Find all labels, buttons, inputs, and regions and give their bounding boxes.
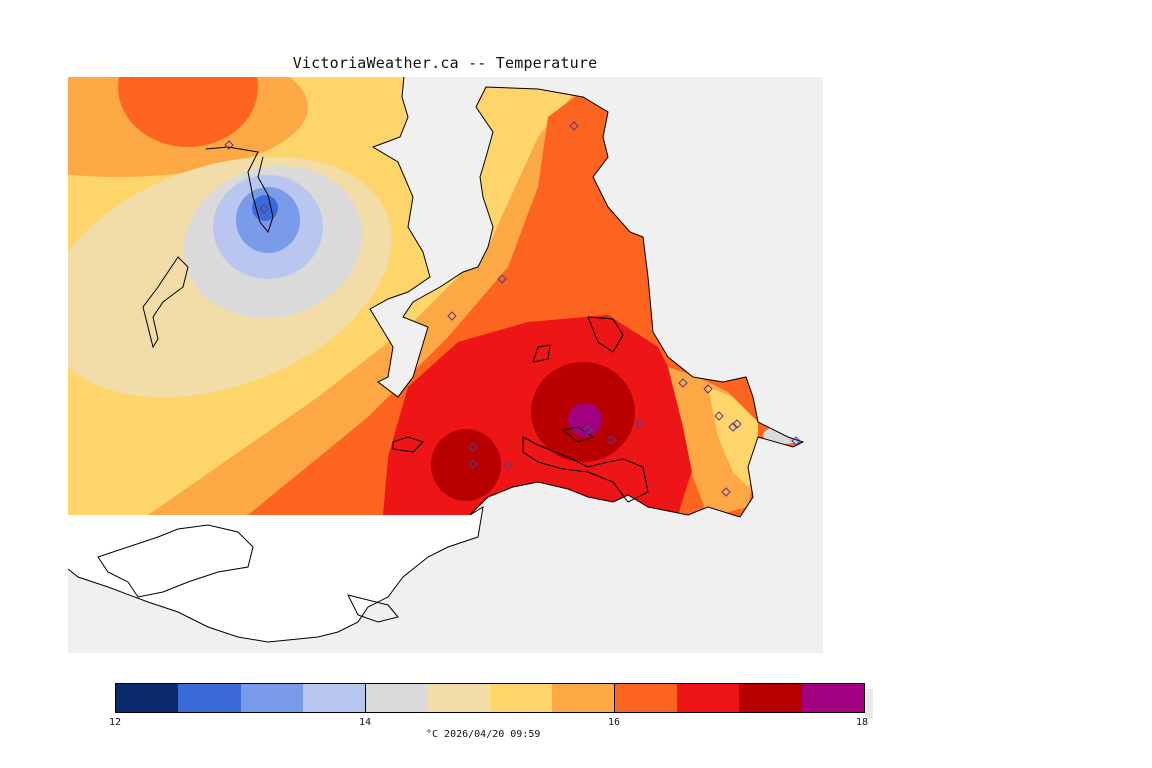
legend-swatch	[427, 684, 490, 712]
map-title: VictoriaWeather.ca -- Temperature	[292, 54, 598, 72]
legend-swatch	[178, 684, 241, 712]
legend-swatch	[240, 684, 303, 712]
legend-tick-label: 14	[358, 717, 372, 728]
legend-swatch	[116, 684, 179, 712]
station-markers	[224, 121, 801, 497]
temperature-contour-map	[68, 77, 823, 653]
legend-tick-label: 16	[607, 717, 621, 728]
legend-swatch	[676, 684, 740, 712]
legend-swatch	[614, 684, 677, 712]
legend-shadow	[865, 689, 873, 719]
legend-swatch	[365, 684, 428, 712]
legend-swatch	[489, 684, 553, 712]
legend-tick-line	[365, 683, 366, 713]
water-area	[68, 507, 483, 642]
legend-swatch	[302, 684, 366, 712]
legend-tick-label: 18	[855, 717, 869, 728]
legend-tick-line	[614, 683, 615, 713]
legend-tick-label: 12	[108, 717, 122, 728]
legend-swatch	[739, 684, 802, 712]
legend-swatch	[552, 684, 615, 712]
legend-swatch	[801, 684, 864, 712]
color-legend-bar	[115, 683, 865, 713]
coastlines	[68, 77, 805, 643]
legend-caption: °C 2026/04/20 09:59	[426, 729, 541, 740]
